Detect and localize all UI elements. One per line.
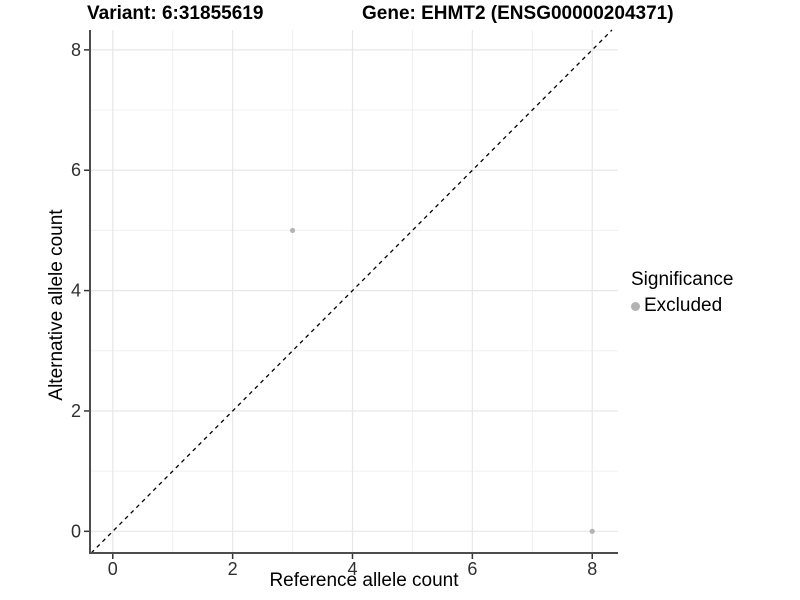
- data-point: [589, 528, 595, 534]
- legend-title: Significance: [631, 269, 734, 290]
- x-tick-label: 6: [467, 559, 477, 579]
- variant-title: Variant: 6:31855619: [87, 3, 264, 24]
- legend-item-label: Excluded: [644, 295, 723, 316]
- x-tick-label: 0: [108, 559, 118, 579]
- gene-title: Gene: EHMT2 (ENSG00000204371): [362, 3, 674, 24]
- excluded-point-icon: [631, 301, 640, 311]
- y-tick-label: 4: [71, 281, 81, 301]
- data-point: [289, 227, 296, 234]
- y-tick-label: 8: [71, 40, 81, 60]
- x-tick-label: 8: [587, 559, 597, 579]
- x-axis-title: Reference allele count: [269, 570, 459, 591]
- legend-item-excluded: Excluded: [631, 295, 733, 317]
- y-tick-label: 6: [71, 160, 81, 180]
- y-tick-label: 0: [71, 521, 81, 541]
- identity-line: [90, 29, 613, 554]
- x-tick-label: 4: [347, 559, 357, 579]
- legend: Significance Excluded: [631, 269, 733, 317]
- x-tick-label: 2: [228, 559, 238, 579]
- y-tick-label: 2: [71, 401, 81, 421]
- y-axis-title: Alternative allele count: [46, 209, 67, 401]
